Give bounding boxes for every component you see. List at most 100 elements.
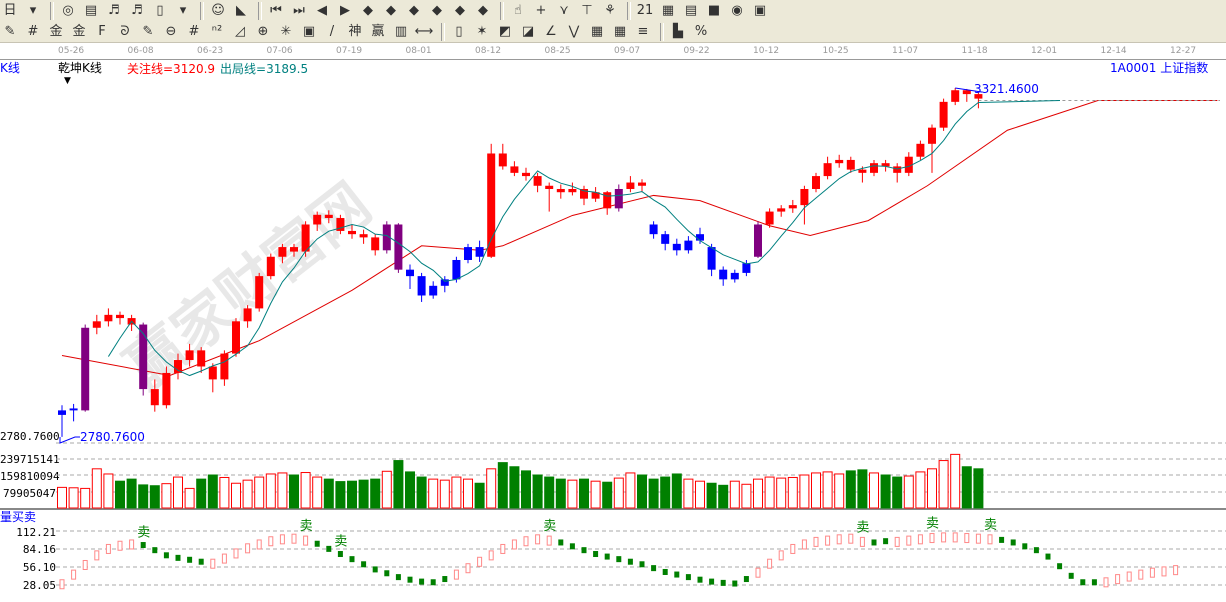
- arrow-left-icon[interactable]: ◆: [363, 2, 373, 18]
- indicator-mark: [790, 543, 796, 554]
- document-icon[interactable]: ▤: [684, 2, 698, 18]
- slash-icon[interactable]: /: [329, 23, 335, 39]
- save-icon[interactable]: ■: [707, 2, 721, 18]
- gold-icon[interactable]: 金: [49, 23, 63, 39]
- flag-icon[interactable]: ◣: [236, 2, 246, 18]
- rect-icon[interactable]: ▯: [455, 23, 463, 39]
- arrow-x-icon[interactable]: ◆: [432, 2, 442, 18]
- bar-icon[interactable]: ▙: [673, 23, 683, 39]
- dropdown-icon[interactable]: ▾: [179, 2, 187, 18]
- volume-bar: [277, 472, 288, 509]
- indicator-mark: [558, 539, 564, 546]
- date-tick: 07-06: [266, 46, 293, 56]
- hand-icon[interactable]: ☝: [514, 2, 522, 18]
- calculator-icon[interactable]: ▦: [661, 2, 675, 18]
- export-icon[interactable]: ▣: [753, 2, 767, 18]
- pen2-icon[interactable]: ✎: [142, 23, 154, 39]
- web-icon[interactable]: ✳: [280, 23, 292, 39]
- analysis-icon[interactable]: ◎: [62, 2, 74, 18]
- volume-bar: [265, 473, 276, 509]
- indicator-title[interactable]: 量买卖: [0, 510, 37, 524]
- ying-icon[interactable]: 赢: [371, 23, 385, 39]
- candle-body: [870, 163, 878, 173]
- volume-bar: [428, 478, 439, 509]
- arrow-all-icon[interactable]: ◆: [478, 2, 488, 18]
- circle-icon[interactable]: ⊖: [165, 23, 177, 39]
- volume-bar: [590, 480, 601, 509]
- ray-icon[interactable]: ∠: [545, 23, 557, 39]
- zigzag-icon[interactable]: ⋁: [568, 23, 580, 39]
- calendar-icon[interactable]: 21: [636, 2, 654, 18]
- candle-body: [823, 163, 832, 177]
- width-icon[interactable]: ⟷: [414, 23, 434, 39]
- grid2-icon[interactable]: ▦: [613, 23, 627, 39]
- fan-icon[interactable]: ✶: [476, 23, 488, 39]
- arrow-cross-icon[interactable]: ◆: [455, 2, 465, 18]
- indicator-dropdown-icon[interactable]: ▼: [64, 76, 71, 86]
- indicator-mark: [709, 578, 715, 585]
- volume-bar: [509, 466, 520, 509]
- grid-icon[interactable]: ▦: [590, 23, 604, 39]
- arrow-right-icon[interactable]: ◆: [386, 2, 396, 18]
- shen-icon[interactable]: 神: [348, 23, 362, 39]
- indicator-mark: [697, 576, 703, 583]
- lines-icon[interactable]: #: [188, 23, 200, 39]
- candle-body: [475, 247, 484, 257]
- parallel-icon[interactable]: #: [27, 23, 39, 39]
- indicator-mark: [1045, 553, 1051, 560]
- n2-icon[interactable]: ⁿ²: [211, 23, 223, 39]
- gann2-icon[interactable]: ◪: [521, 23, 535, 39]
- left-icon[interactable]: ◀: [317, 2, 327, 18]
- candle-body: [104, 314, 113, 322]
- indicator-mark: [59, 579, 65, 590]
- indicator3-icon[interactable]: ♬: [108, 2, 120, 18]
- volume-bar: [834, 473, 845, 509]
- date-tick: 08-01: [405, 46, 432, 56]
- first-icon[interactable]: ⏮: [270, 2, 282, 18]
- volume-bar: [439, 479, 450, 509]
- gann-icon[interactable]: ◩: [498, 23, 512, 39]
- box-icon[interactable]: ▣: [302, 23, 316, 39]
- indicator-mark: [964, 533, 970, 544]
- crosshair-icon[interactable]: +: [535, 2, 547, 18]
- volume-bar: [521, 470, 531, 509]
- bookmark-icon[interactable]: ⊤: [581, 2, 593, 18]
- spiral-icon[interactable]: ᘐ: [120, 23, 130, 39]
- candle-body: [858, 169, 867, 173]
- ruler-icon[interactable]: ▥: [394, 23, 408, 39]
- pen-icon[interactable]: ✎: [4, 23, 16, 39]
- channel-icon[interactable]: ≡: [637, 23, 649, 39]
- dropdown-icon[interactable]: ▾: [29, 2, 37, 18]
- indicator-mark: [941, 532, 947, 543]
- period-icon[interactable]: 日: [3, 2, 17, 18]
- candle-icon[interactable]: ▯: [156, 2, 164, 18]
- target-icon[interactable]: ⊕: [257, 23, 269, 39]
- gold2-icon[interactable]: 金: [72, 23, 86, 39]
- indicator9-icon[interactable]: ♬: [131, 2, 143, 18]
- indicator-name[interactable]: 乾坤K线: [58, 61, 102, 75]
- line-icon[interactable]: ⋎: [559, 2, 569, 18]
- arrow-both-icon[interactable]: ◆: [409, 2, 419, 18]
- network-icon[interactable]: ◉: [731, 2, 743, 18]
- face-icon[interactable]: ☺: [211, 2, 225, 18]
- indicator-mark: [291, 533, 297, 544]
- volume-bar: [753, 478, 763, 509]
- indicator-mark: [163, 552, 169, 559]
- candle-body: [568, 188, 577, 193]
- candle-body: [255, 276, 264, 309]
- fib-icon[interactable]: F: [98, 23, 106, 39]
- date-tick: 12-27: [1170, 46, 1197, 56]
- chain-icon[interactable]: ⚘: [604, 2, 616, 18]
- indicator-mark: [268, 536, 274, 547]
- angle-icon[interactable]: ◿: [235, 23, 245, 39]
- right-icon[interactable]: ▶: [340, 2, 350, 18]
- last-icon[interactable]: ⏭: [293, 2, 305, 18]
- candle-body: [951, 90, 960, 102]
- period-label[interactable]: K线: [0, 61, 20, 75]
- indicator-mark: [732, 580, 738, 587]
- percent-icon[interactable]: %: [694, 23, 708, 39]
- candle-body: [765, 211, 774, 225]
- notes-icon[interactable]: ▤: [84, 2, 98, 18]
- candle-body: [174, 360, 182, 373]
